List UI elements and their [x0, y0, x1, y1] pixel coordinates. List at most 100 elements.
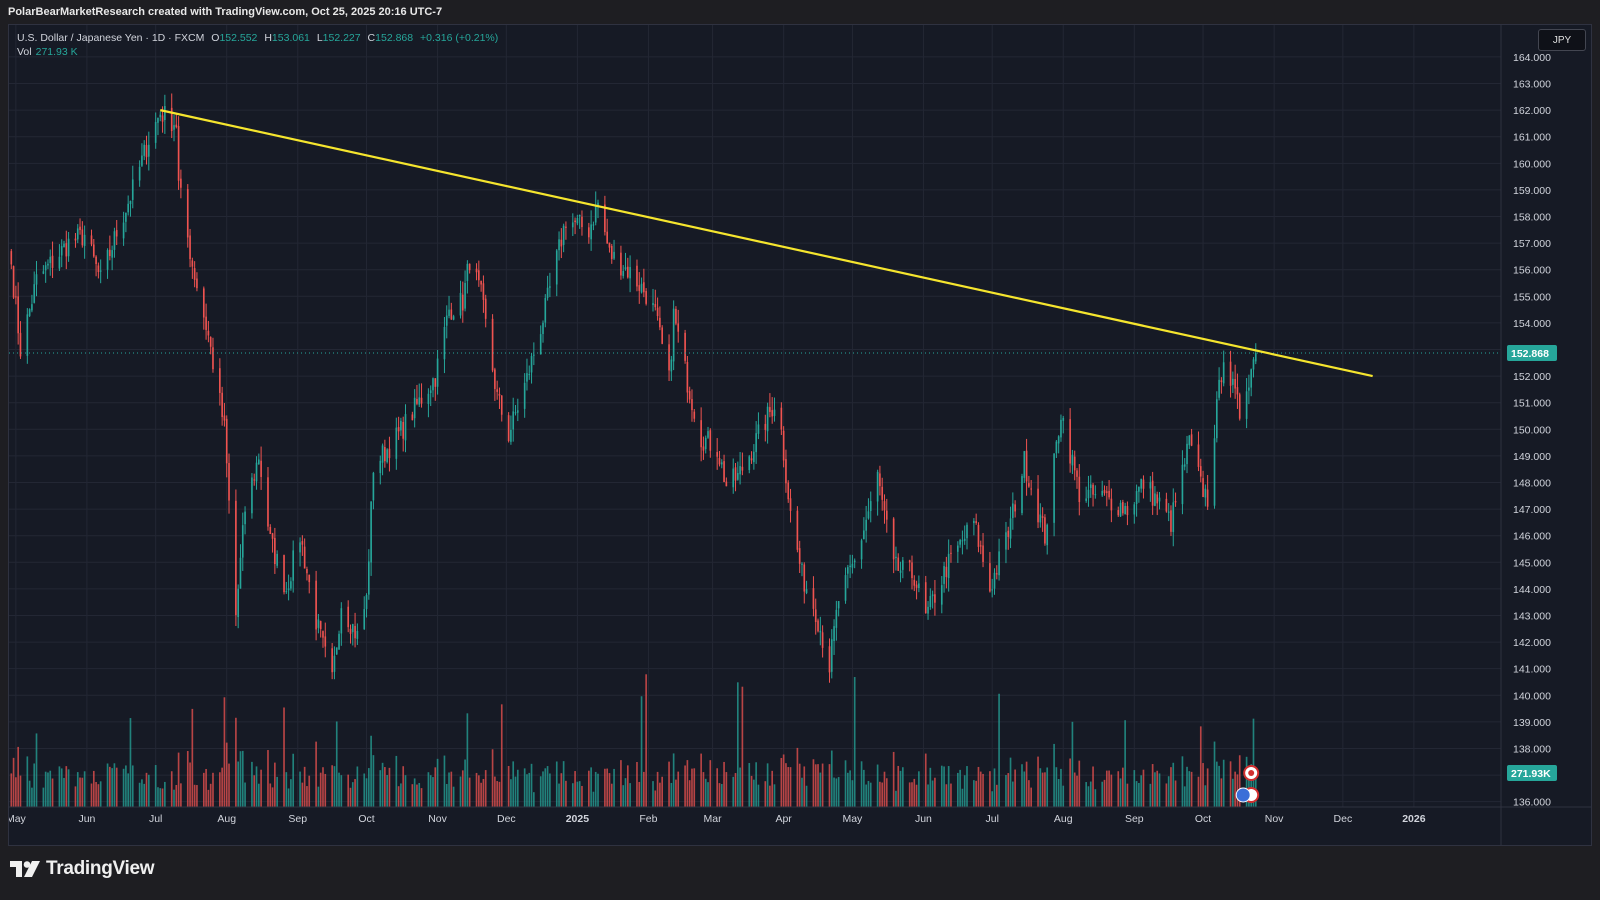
volume-bar	[578, 781, 581, 807]
tradingview-logo[interactable]: TradingView	[10, 858, 155, 880]
candle	[555, 250, 558, 285]
volume-bar	[514, 776, 517, 807]
candle	[789, 498, 792, 511]
candle	[1085, 498, 1087, 501]
volume-bar	[207, 789, 210, 807]
candle	[624, 267, 627, 270]
candle	[12, 266, 15, 298]
candle	[221, 392, 223, 418]
candle	[830, 639, 833, 672]
volume-bar	[757, 784, 760, 807]
candle	[1124, 505, 1126, 515]
candle	[47, 263, 49, 266]
candle	[267, 477, 269, 527]
time-axis-label: Apr	[775, 813, 792, 825]
volume-bar	[186, 751, 189, 807]
candle	[315, 580, 317, 630]
volume-bar	[351, 782, 354, 807]
volume-bar	[773, 784, 776, 807]
volume-bar	[1199, 726, 1202, 807]
currency-button[interactable]: JPY	[1538, 29, 1586, 51]
volume-legend[interactable]: Vol 271.93 K	[17, 46, 78, 58]
candle	[578, 214, 581, 217]
chart-pane[interactable]: 136.000137.000138.000139.000140.000141.0…	[8, 24, 1592, 846]
volume-bar	[739, 767, 741, 807]
candle	[1218, 379, 1220, 398]
volume-bar	[1213, 741, 1216, 807]
candle	[498, 393, 501, 396]
candle	[287, 588, 290, 591]
candle	[604, 204, 606, 233]
candle	[186, 189, 189, 238]
candle	[33, 284, 36, 303]
volume-bar	[1140, 775, 1143, 807]
volume-bar	[324, 773, 327, 807]
volume-bar	[251, 761, 253, 807]
volume-bar	[1073, 772, 1076, 807]
volume-bar	[668, 761, 670, 807]
candle	[771, 410, 774, 417]
candle	[640, 283, 643, 293]
candle	[739, 466, 741, 475]
volume-bar	[63, 777, 65, 807]
volume-bar	[189, 762, 191, 807]
candle	[90, 235, 93, 245]
volume-bar	[643, 771, 645, 807]
volume-bar	[164, 781, 166, 807]
candle	[959, 539, 961, 545]
volume-bar	[109, 766, 111, 807]
volume-bar	[766, 763, 769, 807]
volume-bar	[491, 749, 494, 807]
volume-bar	[241, 750, 244, 807]
volume-bar	[530, 763, 533, 807]
volume-bar	[97, 784, 100, 807]
candle	[741, 466, 744, 471]
price-chart[interactable]: 136.000137.000138.000139.000140.000141.0…	[9, 25, 1592, 846]
candle	[814, 609, 817, 623]
volume-bar	[372, 755, 375, 807]
candle	[801, 563, 803, 565]
candle	[897, 557, 900, 571]
volume-bar	[260, 769, 262, 807]
volume-bar	[1142, 769, 1145, 807]
candle	[1154, 493, 1156, 506]
candle	[1012, 503, 1014, 518]
volume-bar	[1215, 761, 1218, 807]
price-axis-label: 147.000	[1513, 504, 1551, 516]
volume-bar	[175, 784, 178, 807]
candle	[154, 121, 157, 143]
candle	[844, 575, 847, 601]
candle	[170, 107, 173, 132]
symbol-legend[interactable]: U.S. Dollar / Japanese Yen · 1D · FXCM O…	[17, 32, 498, 44]
candle	[571, 222, 574, 228]
volume-bar	[1186, 766, 1188, 807]
close-value: 152.868	[375, 32, 414, 44]
candle	[196, 278, 198, 289]
volume-bar	[998, 693, 1000, 807]
candle	[1053, 453, 1055, 523]
volume-bar	[65, 766, 68, 807]
volume-bar	[386, 775, 388, 807]
candle	[191, 260, 194, 267]
volume-bar	[122, 768, 125, 807]
price-axis-label: 141.000	[1513, 664, 1551, 676]
candle	[643, 282, 645, 293]
volume-bar	[244, 782, 246, 807]
candle	[269, 527, 272, 534]
candle	[164, 106, 166, 121]
candle	[494, 369, 496, 389]
candle	[175, 124, 178, 128]
volume-bar	[354, 779, 356, 807]
candle	[484, 298, 487, 319]
volume-bar	[340, 775, 343, 807]
candle	[193, 268, 196, 280]
volume-bar	[771, 770, 774, 807]
candle	[973, 520, 975, 524]
candle	[945, 566, 948, 578]
candle	[638, 285, 641, 291]
candle	[292, 550, 295, 581]
candle	[370, 501, 372, 563]
volume-bar	[92, 770, 95, 807]
volume-bar	[26, 756, 29, 807]
volume-bar	[365, 778, 368, 807]
